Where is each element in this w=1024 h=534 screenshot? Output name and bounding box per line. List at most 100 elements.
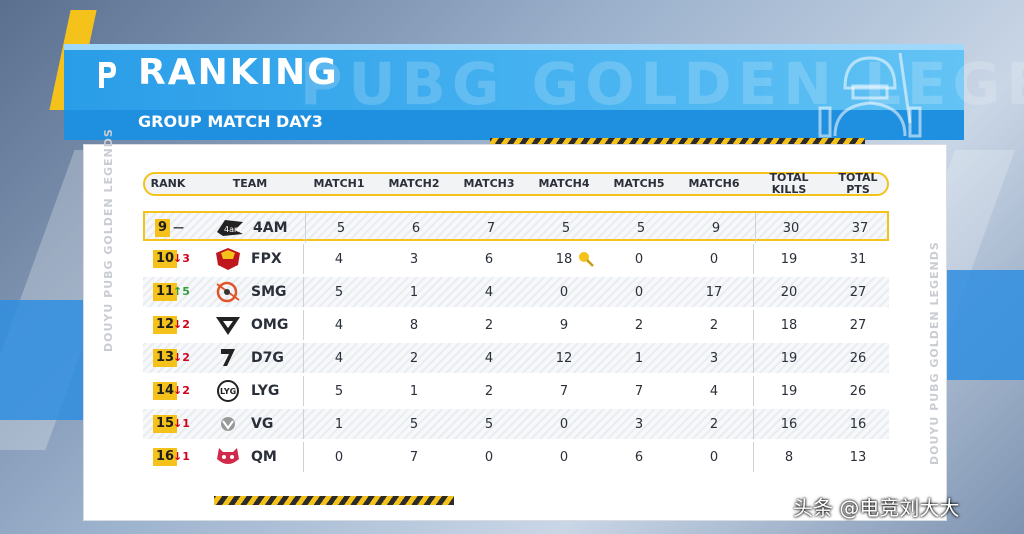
rank-change: —	[173, 221, 184, 234]
cell-match4: 7	[559, 383, 569, 399]
svg-text:LYG: LYG	[220, 387, 236, 396]
column-divider	[755, 213, 756, 243]
table-row: 14 ↓2 LYG LYG 5 1 2 7 7 4 19 26	[143, 376, 889, 406]
team-logo-icon	[213, 346, 243, 370]
table-row: 10 ↓3 FPX 4 3 6 18 0 0 19 31	[143, 244, 889, 274]
column-header-bar	[143, 172, 889, 196]
cell-match3: 0	[484, 449, 494, 465]
team-name: 4AM	[253, 220, 288, 236]
cell-total-pts: 27	[849, 284, 867, 300]
cell-total-kills: 19	[780, 350, 798, 366]
table-row: 11 ↑5 SMG 5 1 4 0 0 17 20 27	[143, 277, 889, 307]
column-divider	[753, 277, 754, 307]
cell-match1: 1	[334, 416, 344, 432]
cell-total-kills: 19	[780, 383, 798, 399]
cell-match6: 4	[709, 383, 719, 399]
rank-change: ↓2	[173, 384, 190, 397]
cell-match1: 4	[334, 251, 344, 267]
column-divider	[753, 244, 754, 274]
cell-total-kills: 8	[784, 449, 794, 465]
cell-match2: 7	[409, 449, 419, 465]
rank-change: ↓2	[173, 351, 190, 364]
column-header-total-kills: TOTAL KILLS	[769, 171, 809, 196]
rank-badge: 11	[153, 283, 178, 301]
cell-match4: 9	[559, 317, 569, 333]
rank-badge: 12	[153, 316, 178, 334]
cell-match2: 1	[409, 383, 419, 399]
team-logo-icon	[213, 445, 243, 469]
cell-match4: 0	[559, 416, 569, 432]
frying-pan-icon	[578, 251, 594, 267]
cell-match3: 4	[484, 350, 494, 366]
cell-match4: 0	[559, 449, 569, 465]
cell-match3: 5	[484, 416, 494, 432]
column-divider	[753, 409, 754, 439]
cell-total-pts: 37	[851, 220, 869, 236]
rank-badge: 16	[153, 448, 178, 466]
team-logo-icon: LYG	[213, 379, 243, 403]
hazard-stripes	[214, 496, 454, 505]
cell-match1: 4	[334, 350, 344, 366]
helmet-soldier-icon	[815, 48, 925, 138]
rank-badge: 13	[153, 349, 178, 367]
source-watermark: 头条 @电竞刘大大	[793, 496, 960, 520]
cell-match5: 5	[636, 220, 646, 236]
column-header-match4: MATCH4	[538, 177, 590, 190]
column-divider	[303, 244, 304, 274]
cell-match5: 2	[634, 317, 644, 333]
cell-match2: 8	[409, 317, 419, 333]
team-name: VG	[251, 416, 274, 432]
rank-badge: 15	[153, 415, 178, 433]
cell-match3: 4	[484, 284, 494, 300]
column-divider	[303, 442, 304, 472]
rank-badge: 14	[153, 382, 178, 400]
cell-match2: 1	[409, 284, 419, 300]
cell-match1: 5	[334, 284, 344, 300]
cell-match1: 5	[334, 383, 344, 399]
page-subtitle: GROUP MATCH DAY3	[138, 112, 323, 131]
cell-match4: 0	[559, 284, 569, 300]
column-header-total-pts: TOTAL PTS	[838, 171, 878, 196]
team-name: QM	[251, 449, 277, 465]
cell-match2: 3	[409, 251, 419, 267]
cell-total-pts: 13	[849, 449, 867, 465]
team-logo-icon	[213, 412, 243, 436]
cell-match3: 2	[484, 317, 494, 333]
cell-match3: 2	[484, 383, 494, 399]
rank-badge: 9	[155, 219, 171, 237]
team-logo-icon	[213, 247, 243, 271]
cell-match5: 7	[634, 383, 644, 399]
team-name: D7G	[251, 350, 284, 366]
team-name: OMG	[251, 317, 289, 333]
column-header-match2: MATCH2	[388, 177, 440, 190]
cell-match6: 0	[709, 449, 719, 465]
table-row: 16 ↓1 QM 0 7 0 0 6 0 8 13	[143, 442, 889, 472]
column-divider	[753, 376, 754, 406]
team-logo-icon: 4am	[215, 216, 245, 240]
team-logo-icon	[213, 280, 243, 304]
table-row: 13 ↓2 D7G 4 2 4 12 1 3 19 26	[143, 343, 889, 373]
cell-match3: 6	[484, 251, 494, 267]
cell-match5: 1	[634, 350, 644, 366]
column-header-rank: RANK	[150, 177, 186, 190]
cell-match3: 7	[486, 220, 496, 236]
cell-total-pts: 16	[849, 416, 867, 432]
team-name: LYG	[251, 383, 280, 399]
cell-total-kills: 16	[780, 416, 798, 432]
column-divider	[303, 343, 304, 373]
svg-text:4am: 4am	[224, 225, 242, 234]
cell-match6: 2	[709, 416, 719, 432]
cell-match5: 0	[634, 251, 644, 267]
team-name: SMG	[251, 284, 287, 300]
column-divider	[303, 277, 304, 307]
cell-total-kills: 19	[780, 251, 798, 267]
side-text-right: DOUYU PUBG GOLDEN LEGENDS	[928, 241, 941, 465]
cell-match4: 5	[561, 220, 571, 236]
side-text-left: DOUYU PUBG GOLDEN LEGENDS	[102, 128, 115, 352]
event-logo-icon	[96, 56, 118, 92]
hazard-stripes	[490, 138, 865, 147]
rank-change: ↓3	[173, 252, 190, 265]
header-subtitle-band	[64, 110, 964, 140]
column-header-match1: MATCH1	[313, 177, 365, 190]
column-header-match5: MATCH5	[613, 177, 665, 190]
